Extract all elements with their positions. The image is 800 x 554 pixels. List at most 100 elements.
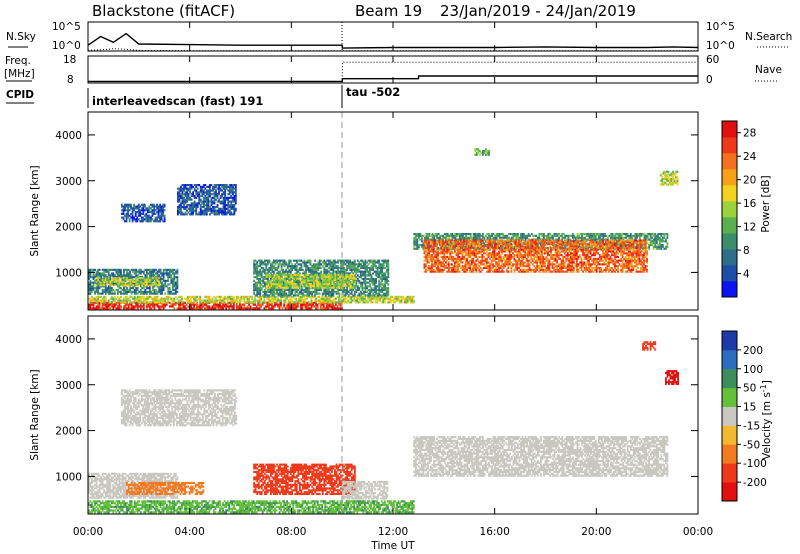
heat-cell-4 — [350, 288, 353, 292]
heat-cell-4 — [367, 277, 370, 281]
heat-cell-4 — [253, 272, 256, 275]
heat-cell-1 — [390, 295, 392, 298]
heat-cell-4 — [358, 265, 361, 268]
heat-cell-4 — [356, 266, 359, 270]
heat-cell-4 — [277, 272, 280, 275]
heat-cell-3 — [110, 280, 113, 283]
heat-cell-1 — [386, 297, 389, 300]
heat-cell-1 — [211, 301, 214, 304]
heat-cell-5 — [352, 283, 355, 286]
heat-cell-4 — [285, 277, 288, 281]
heat-cell-0 — [98, 307, 101, 310]
heat-cell-6 — [121, 203, 123, 206]
heat-cell-4 — [335, 276, 338, 279]
heat-cell-4 — [375, 265, 378, 268]
heat-cell-4 — [349, 259, 352, 262]
heat-cell-4 — [270, 268, 272, 271]
heat-cell-3 — [126, 278, 128, 281]
heat-cell-4 — [364, 288, 367, 292]
heat-cell-1 — [150, 297, 153, 300]
heat-cell-1 — [211, 299, 214, 302]
heat-cell-1 — [231, 295, 234, 298]
heat-cell-4 — [309, 259, 312, 262]
heat-cell-4 — [379, 270, 382, 273]
heat-cell-4 — [360, 263, 362, 266]
heat-cell-1 — [339, 297, 342, 300]
heat-cell-2 — [144, 290, 147, 293]
heat-cell-0 — [135, 301, 138, 304]
heat-cell-2 — [168, 287, 171, 290]
heat-cell-1 — [113, 301, 116, 304]
heat-cell-4 — [312, 272, 315, 275]
heat-cell-4 — [375, 272, 378, 275]
heat-cell-4 — [285, 294, 288, 297]
heat-cell-1 — [361, 295, 363, 298]
heat-cell-0 — [103, 307, 106, 310]
heat-cell-1 — [365, 299, 368, 302]
heat-cell-4 — [263, 277, 266, 281]
heat-cell-4 — [364, 265, 367, 268]
heat-cell-1 — [335, 297, 337, 300]
heat-cell-4 — [384, 288, 387, 292]
heat-cell-4 — [306, 268, 309, 271]
heat-cell-4 — [372, 294, 375, 297]
heat-cell-4 — [384, 261, 387, 264]
heat-cell-2 — [89, 270, 92, 273]
heat-cell-4 — [360, 281, 362, 284]
heat-cell-4 — [347, 265, 350, 268]
heat-cell-7 — [190, 198, 193, 201]
heat-cell-1 — [328, 295, 331, 298]
heat-cell-2 — [159, 285, 162, 288]
heat-cell-4 — [300, 288, 303, 292]
heat-cell-4 — [253, 266, 256, 270]
heat-cell-1 — [319, 301, 322, 304]
heat-cell-0 — [149, 303, 151, 306]
heat-cell-1 — [196, 299, 199, 302]
heat-cell-2 — [176, 268, 179, 271]
heat-cell-4 — [314, 272, 317, 275]
heat-cell-4 — [324, 290, 327, 293]
heat-cell-3 — [152, 277, 154, 280]
heat-cell-2 — [130, 268, 133, 271]
heat-cell-4 — [259, 292, 262, 295]
cpid-program-2: tau -502 — [346, 85, 400, 99]
heat-cell-4 — [346, 292, 349, 295]
heat-cell-3 — [124, 284, 127, 287]
heat-cell-2 — [152, 268, 154, 271]
heat-cell-3 — [97, 278, 100, 281]
heat-cell-4 — [262, 276, 265, 279]
heat-cell-3 — [138, 282, 141, 285]
heat-cell-4 — [262, 268, 265, 271]
heat-cell-4 — [282, 290, 285, 293]
heat-cell-0 — [156, 303, 159, 306]
heat-cell-1 — [205, 299, 208, 302]
heat-cell-4 — [378, 259, 381, 262]
heat-cell-1 — [206, 295, 209, 298]
heat-cell-1 — [210, 299, 212, 302]
heat-cell-4 — [309, 270, 312, 273]
heat-cell-4 — [256, 272, 259, 275]
nave-tick-low: 0 — [706, 74, 713, 86]
heat-cell-2 — [167, 288, 170, 292]
heat-cell-2 — [115, 283, 118, 286]
heat-cell-1 — [353, 299, 356, 302]
heat-cell-1 — [139, 295, 142, 298]
heat-cell-1 — [347, 295, 350, 298]
heat-cell-0 — [223, 303, 226, 306]
heat-cell-1 — [351, 295, 354, 298]
heat-cell-4 — [353, 279, 356, 282]
heat-cell-4 — [265, 294, 268, 297]
heat-cell-1 — [164, 301, 167, 304]
heat-cell-4 — [363, 274, 365, 277]
heat-cell-2 — [136, 288, 139, 292]
heat-cell-1 — [120, 301, 122, 304]
heat-cell-0 — [332, 303, 334, 306]
heat-cell-4 — [257, 259, 260, 262]
heat-cell-0 — [113, 305, 116, 308]
heat-cell-2 — [174, 272, 177, 275]
heat-cell-4 — [320, 281, 323, 284]
heat-cell-4 — [262, 266, 265, 270]
heat-cell-1 — [178, 299, 180, 302]
heat-cell-0 — [309, 303, 311, 306]
heat-cell-1 — [411, 299, 414, 302]
